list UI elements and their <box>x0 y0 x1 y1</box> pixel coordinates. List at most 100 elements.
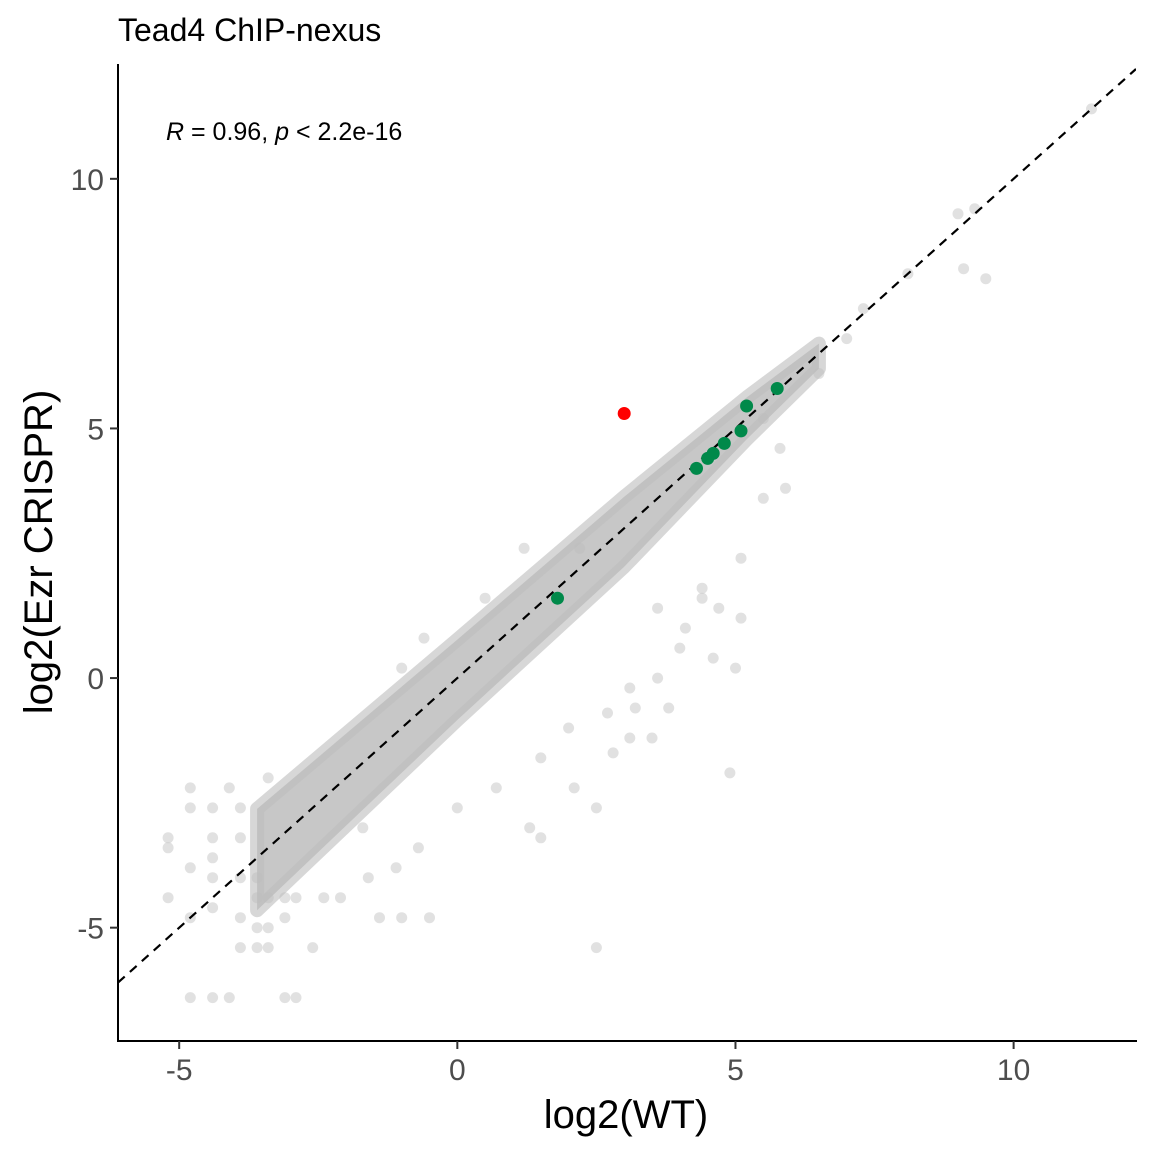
y-tick-label: 5 <box>87 413 104 446</box>
background-point <box>234 802 246 814</box>
background-point <box>624 732 636 744</box>
background-point <box>952 208 964 220</box>
background-point <box>279 892 291 904</box>
background-point <box>207 992 219 1004</box>
background-point <box>629 702 641 714</box>
background-point <box>535 832 547 844</box>
background-point <box>362 872 374 884</box>
p-symbol: p <box>274 118 289 146</box>
background-point <box>624 682 636 694</box>
background-point <box>396 662 408 674</box>
background-point <box>223 992 235 1004</box>
identity-line-layer <box>118 68 1136 984</box>
background-point <box>262 892 274 904</box>
y-axis-ticks: -5 0 5 10 <box>71 164 118 946</box>
background-point <box>207 902 219 914</box>
background-point <box>679 622 691 634</box>
background-point <box>234 832 246 844</box>
background-point <box>223 782 235 794</box>
background-point <box>184 862 196 874</box>
highlight-point-red <box>617 407 631 420</box>
background-point <box>184 782 196 794</box>
x-tick-label: -5 <box>166 1054 193 1087</box>
background-point <box>980 273 992 285</box>
background-point <box>396 912 408 924</box>
x-axis-title: log2(WT) <box>544 1093 708 1137</box>
background-point <box>290 892 302 904</box>
background-point <box>490 782 502 794</box>
background-point <box>757 413 769 424</box>
background-point <box>262 942 274 954</box>
y-axis-title: log2(Ezr CRISPR) <box>17 390 61 715</box>
highlight-point-green <box>690 461 703 475</box>
background-point <box>568 782 580 794</box>
background-point <box>318 892 330 904</box>
background-point <box>602 707 613 719</box>
background-point <box>374 912 385 924</box>
background-point <box>262 922 274 934</box>
background-point <box>251 942 263 954</box>
highlight-points <box>551 382 784 605</box>
background-point <box>857 303 869 315</box>
background-point <box>652 672 664 684</box>
background-point <box>479 592 491 604</box>
x-tick-label: 10 <box>997 1054 1030 1087</box>
background-point <box>251 892 263 904</box>
background-point <box>969 203 981 215</box>
identity-dashed-line <box>118 68 1136 984</box>
background-point <box>518 542 530 554</box>
background-point <box>418 632 430 644</box>
background-point <box>162 842 174 854</box>
background-point <box>390 862 402 874</box>
dense-point-band <box>250 336 826 918</box>
background-point <box>307 942 319 954</box>
background-point <box>279 992 291 1004</box>
y-tick-label: 10 <box>71 164 104 197</box>
background-point <box>958 263 970 275</box>
y-tick-label: -5 <box>77 913 104 946</box>
background-point <box>184 992 196 1004</box>
background-point <box>735 612 747 624</box>
background-point <box>290 992 302 1004</box>
background-point <box>524 822 536 834</box>
background-point <box>234 942 246 954</box>
r-value: = 0.96, <box>184 118 275 146</box>
background-point <box>207 802 219 814</box>
background-point <box>735 552 747 564</box>
y-tick-label: 0 <box>87 663 104 696</box>
background-point <box>724 767 736 779</box>
background-point <box>607 747 619 759</box>
highlight-point-green <box>740 399 754 413</box>
background-point <box>757 492 769 504</box>
background-point <box>774 442 786 454</box>
background-point <box>451 802 463 814</box>
background-point <box>412 842 424 854</box>
background-point <box>262 772 274 784</box>
background-point <box>590 942 602 954</box>
chart-title: Tead4 ChIP-nexus <box>118 12 381 48</box>
background-point <box>696 592 708 604</box>
background-point <box>646 732 658 744</box>
background-density-band <box>250 336 826 918</box>
background-point <box>730 662 741 674</box>
background-point <box>652 602 664 614</box>
background-point <box>535 752 547 764</box>
background-point <box>713 602 725 614</box>
background-point <box>674 642 686 654</box>
background-point <box>184 802 196 814</box>
background-point <box>207 852 219 864</box>
background-points <box>162 103 1097 1004</box>
highlight-point-green <box>706 446 720 460</box>
background-point <box>696 582 708 594</box>
x-tick-label: 5 <box>727 1054 744 1087</box>
correlation-annotation: R = 0.96, p < 2.2e-16 <box>166 118 402 146</box>
highlight-point-green <box>551 591 564 605</box>
x-axis-ticks: -5 0 5 10 <box>166 1041 1030 1087</box>
background-point <box>590 802 602 814</box>
background-point <box>841 333 853 345</box>
background-point <box>162 892 174 904</box>
background-point <box>234 912 246 924</box>
background-point <box>780 482 791 494</box>
background-point <box>251 872 263 884</box>
